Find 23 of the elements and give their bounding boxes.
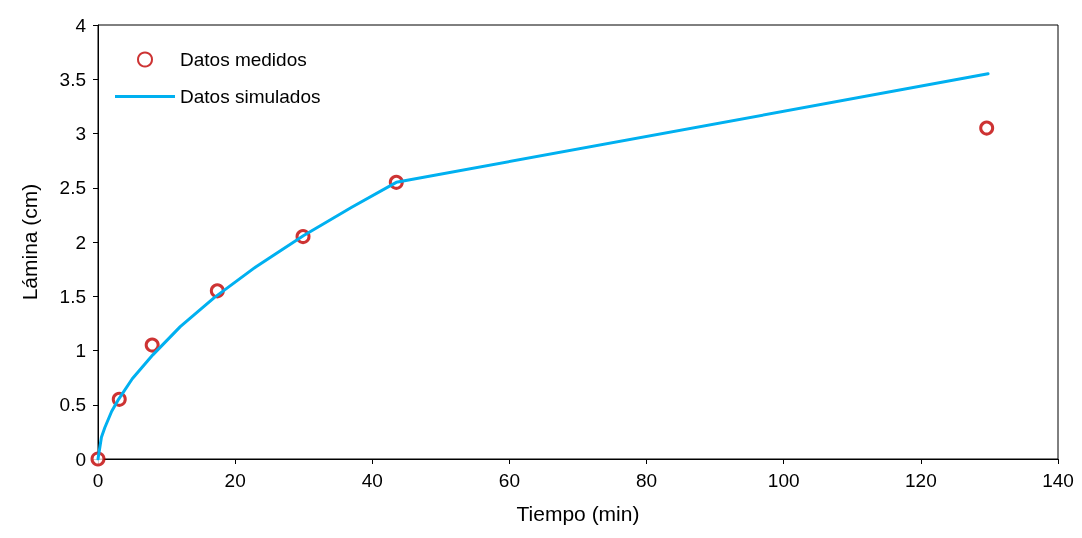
point xyxy=(144,337,160,353)
x-axis-title: Tiempo (min) xyxy=(516,502,640,525)
y-tick-label: 2.5 xyxy=(59,177,86,199)
x-tick-label: 60 xyxy=(498,470,520,491)
legend-label: Datos medidos xyxy=(180,49,307,70)
x-tick-label: 100 xyxy=(767,470,800,491)
y-tick-label: 0 xyxy=(75,448,86,470)
x-tick-label: 20 xyxy=(224,470,246,491)
y-tick-label: 0.5 xyxy=(59,394,86,416)
y-tick-label: 1.5 xyxy=(59,285,86,307)
y-tick-label: 2 xyxy=(75,231,86,253)
x-tick-label: 140 xyxy=(1042,470,1074,491)
y-tick-label: 4 xyxy=(75,14,87,36)
y-tick-label: 3.5 xyxy=(59,68,86,90)
x-tick-label: 40 xyxy=(361,470,383,491)
x-tick-label: 120 xyxy=(905,470,937,491)
y-tick-label: 1 xyxy=(75,340,86,361)
point xyxy=(979,120,995,136)
legend-label: Datos simulados xyxy=(180,86,321,107)
x-tick-label: 80 xyxy=(636,470,658,491)
y-axis-title: Lámina (cm) xyxy=(18,183,41,301)
x-tick-label: 0 xyxy=(92,470,104,491)
y-tick-label: 3 xyxy=(75,123,86,144)
